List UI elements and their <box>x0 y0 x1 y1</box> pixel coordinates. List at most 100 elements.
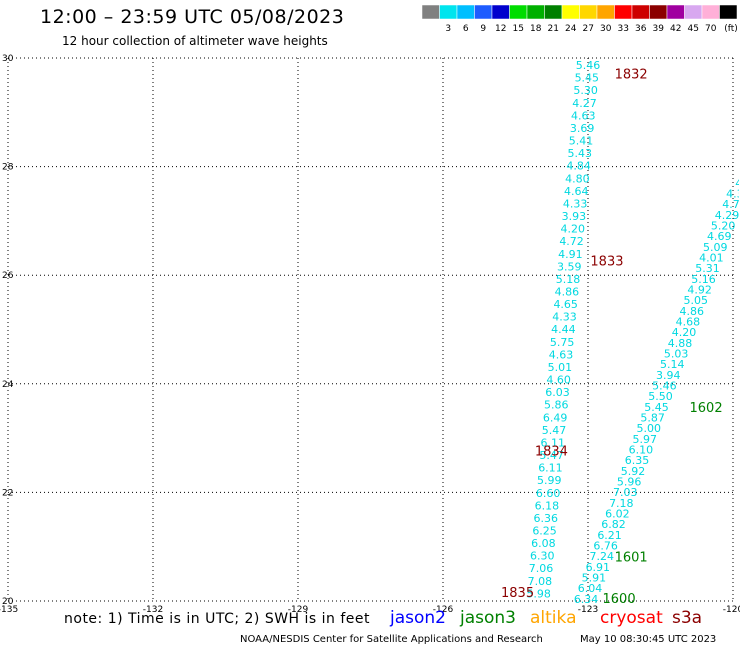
legend-label: 30 <box>600 24 612 34</box>
wave-height-value: 5.30 <box>573 84 598 97</box>
legend-label: 36 <box>635 24 647 34</box>
wave-height-value: 3.59 <box>557 260 582 273</box>
wave-height-value: 3.94 <box>656 369 681 382</box>
footer-note: note: 1) Time is in UTC; 2) SWH is in fe… <box>64 611 371 627</box>
wave-height-value: 6.10 <box>629 444 654 457</box>
legend-label: 9 <box>480 24 486 34</box>
chart-title: 12:00 – 23:59 UTC 05/08/2023 <box>40 6 345 28</box>
wave-height-value: 4.7 <box>722 198 740 211</box>
satellite-s3a: s3a <box>672 608 703 628</box>
legend-label: 42 <box>670 24 681 34</box>
wave-height-value: 4.69 <box>707 230 732 243</box>
wave-height-value: 4 <box>735 177 740 190</box>
satellite-jason2: jason2 <box>390 608 446 628</box>
wave-height-value: 4.80 <box>565 172 590 185</box>
wave-height-value: 4.86 <box>555 285 580 298</box>
wave-height-value: 5.50 <box>648 390 673 403</box>
wave-height-value: 6.21 <box>597 529 622 542</box>
wave-height-value: 5.09 <box>703 241 728 254</box>
pass-time-label: 1834 <box>535 445 568 460</box>
wave-height-value: 5.47 <box>539 449 564 462</box>
pass-time-label: 1600 <box>603 592 636 607</box>
wave-height-value: 6.91 <box>586 561 611 574</box>
wave-height-value: 5.46 <box>576 59 601 72</box>
wave-height-value: 6.04 <box>578 582 603 595</box>
wave-height-value: 4.33 <box>552 311 577 324</box>
wave-height-value: 4.29 <box>715 209 740 222</box>
pass-time-label: 1601 <box>615 551 648 566</box>
wave-height-value: 5.20 <box>711 220 736 233</box>
legend-label: 24 <box>565 24 577 34</box>
legend-label: 3 <box>445 24 451 34</box>
wave-height-value: 6.02 <box>605 508 630 521</box>
generation-date: May 10 08:30:45 UTC 2023 <box>580 634 717 645</box>
x-tick-label: -135 <box>0 605 18 615</box>
wave-height-value: 7.18 <box>609 497 634 510</box>
pass-time-label: 1602 <box>690 401 723 416</box>
wave-height-value: 4.91 <box>558 248 583 261</box>
wave-height-value: 6.34 <box>574 593 599 606</box>
wave-height-value: 5.86 <box>544 399 569 412</box>
wave-height-value: 6.03 <box>545 386 570 399</box>
chart-subtitle: 12 hour collection of altimeter wave hei… <box>62 34 328 48</box>
legend-label: 15 <box>513 24 524 34</box>
legend-label: 21 <box>548 24 559 34</box>
x-tick-label: -123 <box>578 605 598 615</box>
y-tick-label: 20 <box>2 597 14 607</box>
wave-height-value: 5.47 <box>542 424 567 437</box>
pass-time-label: 1832 <box>615 67 648 82</box>
color-legend: 3 6 9 12 15 18 21 24 27 30 33 36 39 42 45 70 (ft) <box>421 4 738 34</box>
legend-swatch <box>719 4 738 20</box>
wave-height-value: 4.44 <box>551 323 576 336</box>
wave-height-value: 4.92 <box>687 284 712 297</box>
wave-height-value: 5.45 <box>644 401 669 414</box>
wave-height-value: 5.14 <box>660 358 685 371</box>
wave-height-value: 5.99 <box>537 474 562 487</box>
legend-label: 6 <box>463 24 469 34</box>
wave-height-value: 4.72 <box>559 235 584 248</box>
wave-height-value: 6.11 <box>538 462 563 475</box>
wave-height-value: 7.24 <box>589 550 614 563</box>
legend-label: 27 <box>583 24 594 34</box>
wave-height-value: 6.82 <box>601 518 626 531</box>
pass-time-label: 1835 <box>501 586 534 601</box>
wave-height-value: 6.18 <box>535 499 560 512</box>
wave-height-value: 7.03 <box>613 486 638 499</box>
pass-time-label: 1833 <box>590 255 623 270</box>
wave-height-value: 5.00 <box>636 422 661 435</box>
wave-height-value: 5.96 <box>617 476 642 489</box>
wave-height-value: 5.05 <box>683 294 708 307</box>
wave-height-value: 6.30 <box>530 550 555 563</box>
wave-height-value: 5.43 <box>568 147 593 160</box>
x-tick-label: -129 <box>288 605 309 615</box>
wave-height-value: 5.87 <box>640 412 665 425</box>
satellite-altika: altika <box>530 608 577 628</box>
wave-height-value: 4.68 <box>676 316 701 329</box>
wave-height-value: 7.06 <box>529 562 554 575</box>
wave-height-value: 7.08 <box>528 575 553 588</box>
wave-height-value: 4.86 <box>680 305 705 318</box>
wave-height-value: 5.46 <box>652 380 677 393</box>
wave-height-value: 5.18 <box>556 273 581 286</box>
wave-height-value: 5.98 <box>526 587 551 600</box>
wave-height-value: 4.3 <box>726 188 740 201</box>
x-tick-label: -126 <box>433 605 454 615</box>
wave-height-value: 4.20 <box>560 223 585 236</box>
wave-height-value: 5.91 <box>582 571 607 584</box>
legend-label: 33 <box>618 24 629 34</box>
wave-height-value: 5.45 <box>575 72 600 85</box>
wave-height-value: 4.33 <box>563 197 588 210</box>
wave-height-value: 6.25 <box>532 525 557 538</box>
wave-height-value: 4.63 <box>571 109 596 122</box>
wave-height-value: 5.75 <box>550 336 575 349</box>
wave-height-value: 4.88 <box>668 337 693 350</box>
wave-height-value: 5.97 <box>633 433 658 446</box>
wave-height-value: 5.03 <box>664 348 689 361</box>
wave-height-value: 6.36 <box>533 512 558 525</box>
wave-height-value: 6.08 <box>531 537 556 550</box>
satellite-jason3: jason3 <box>460 608 516 628</box>
legend-label: 70 <box>705 24 717 34</box>
x-tick-label: -120 <box>723 605 740 615</box>
wave-height-value: 4.20 <box>672 326 697 339</box>
